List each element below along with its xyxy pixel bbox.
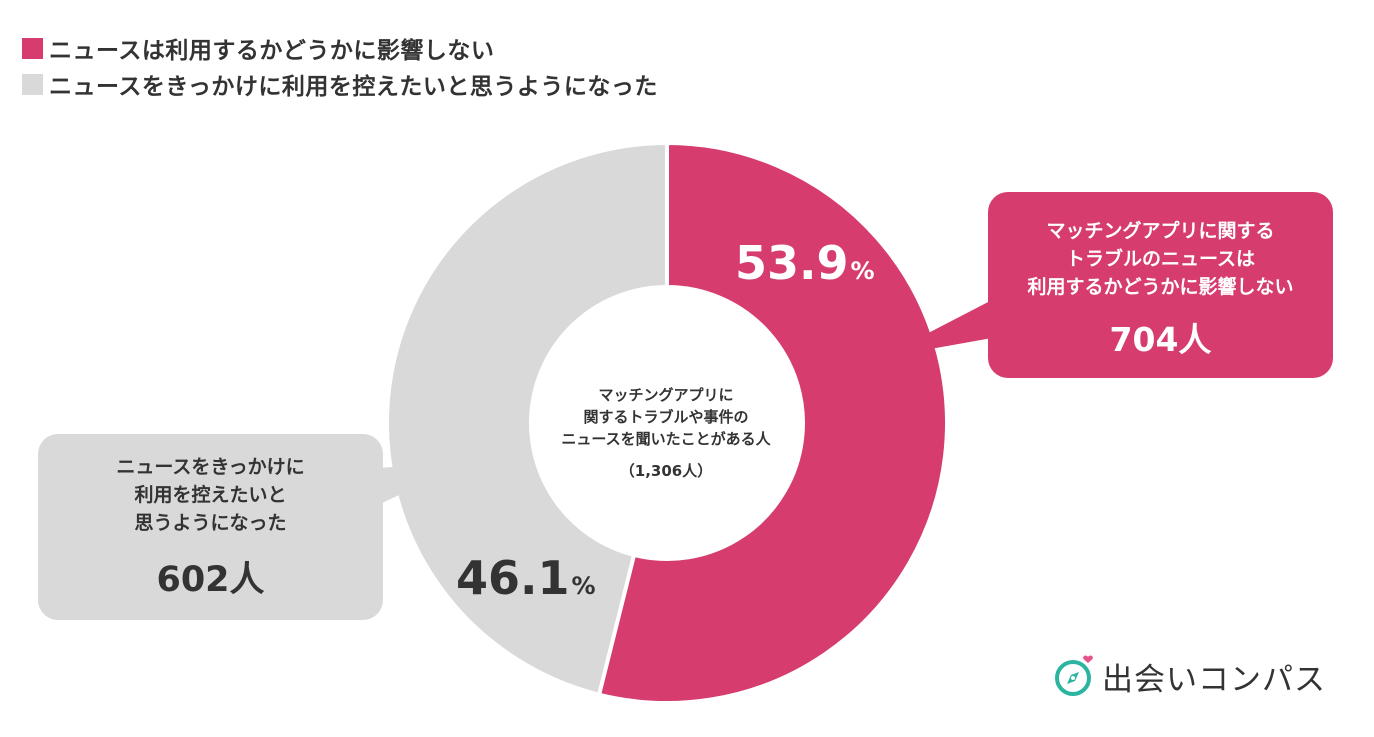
callout-right-pointer: [880, 300, 992, 358]
callout-refrain-line-1: ニュースをきっかけに: [116, 456, 305, 478]
callout-refrain: ニュースをきっかけに 利用を控えたいと 思うようになった 602人: [38, 434, 383, 620]
center-line-1: マッチングアプリに: [598, 386, 734, 404]
legend-label-unaffected: ニュースは利用するかどうかに影響しない: [49, 38, 495, 64]
callout-unaffected-line-3: 利用するかどうかに影響しない: [1027, 276, 1294, 298]
slice-label-unaffected-unit: %: [850, 257, 875, 285]
donut-center-label: マッチングアプリに 関するトラブルや事件の ニュースを聞いたことがある人 （1,…: [536, 384, 796, 481]
slice-label-refrain-value: 46.1: [456, 551, 570, 605]
callout-refrain-count: 602人: [156, 560, 265, 600]
brand-logo: 出会いコンパス: [1052, 653, 1326, 699]
center-total: （1,306人）: [619, 462, 713, 480]
legend-item-unaffected: ニュースは利用するかどうかに影響しない: [22, 30, 658, 66]
callout-unaffected-line-1: マッチングアプリに関する: [1046, 220, 1275, 242]
slice-label-refrain: 46.1%: [456, 551, 596, 605]
brand-name: 出会いコンパス: [1102, 661, 1326, 698]
slice-label-refrain-unit: %: [571, 572, 596, 600]
center-line-3: ニュースを聞いたことがある人: [561, 430, 771, 448]
callout-left-pointer: [378, 462, 468, 505]
callout-unaffected-count: 704人: [1109, 320, 1212, 359]
slice-label-unaffected: 53.9%: [735, 236, 875, 290]
legend: ニュースは利用するかどうかに影響しない ニュースをきっかけに利用を控えたいと思う…: [22, 30, 658, 102]
donut-slice-unaffected: [596, 140, 950, 705]
callout-refrain-line-2: 利用を控えたいと: [134, 484, 287, 506]
callout-unaffected-line-2: トラブルのニュースは: [1065, 248, 1256, 270]
callout-refrain-line-3: 思うようになった: [134, 512, 287, 534]
legend-item-refrain: ニュースをきっかけに利用を控えたいと思うようになった: [22, 66, 658, 102]
slice-label-unaffected-value: 53.9: [735, 236, 849, 290]
legend-label-refrain: ニュースをきっかけに利用を控えたいと思うようになった: [49, 74, 658, 100]
callout-unaffected: マッチングアプリに関する トラブルのニュースは 利用するかどうかに影響しない 7…: [988, 192, 1333, 378]
donut-slice-refrain: [385, 140, 669, 698]
donut-slices: [385, 140, 950, 705]
compass-heart-icon: [1055, 655, 1093, 696]
legend-swatch-gray: [22, 73, 43, 95]
center-line-2: 関するトラブルや事件の: [583, 408, 749, 426]
legend-swatch-pink: [22, 37, 43, 59]
